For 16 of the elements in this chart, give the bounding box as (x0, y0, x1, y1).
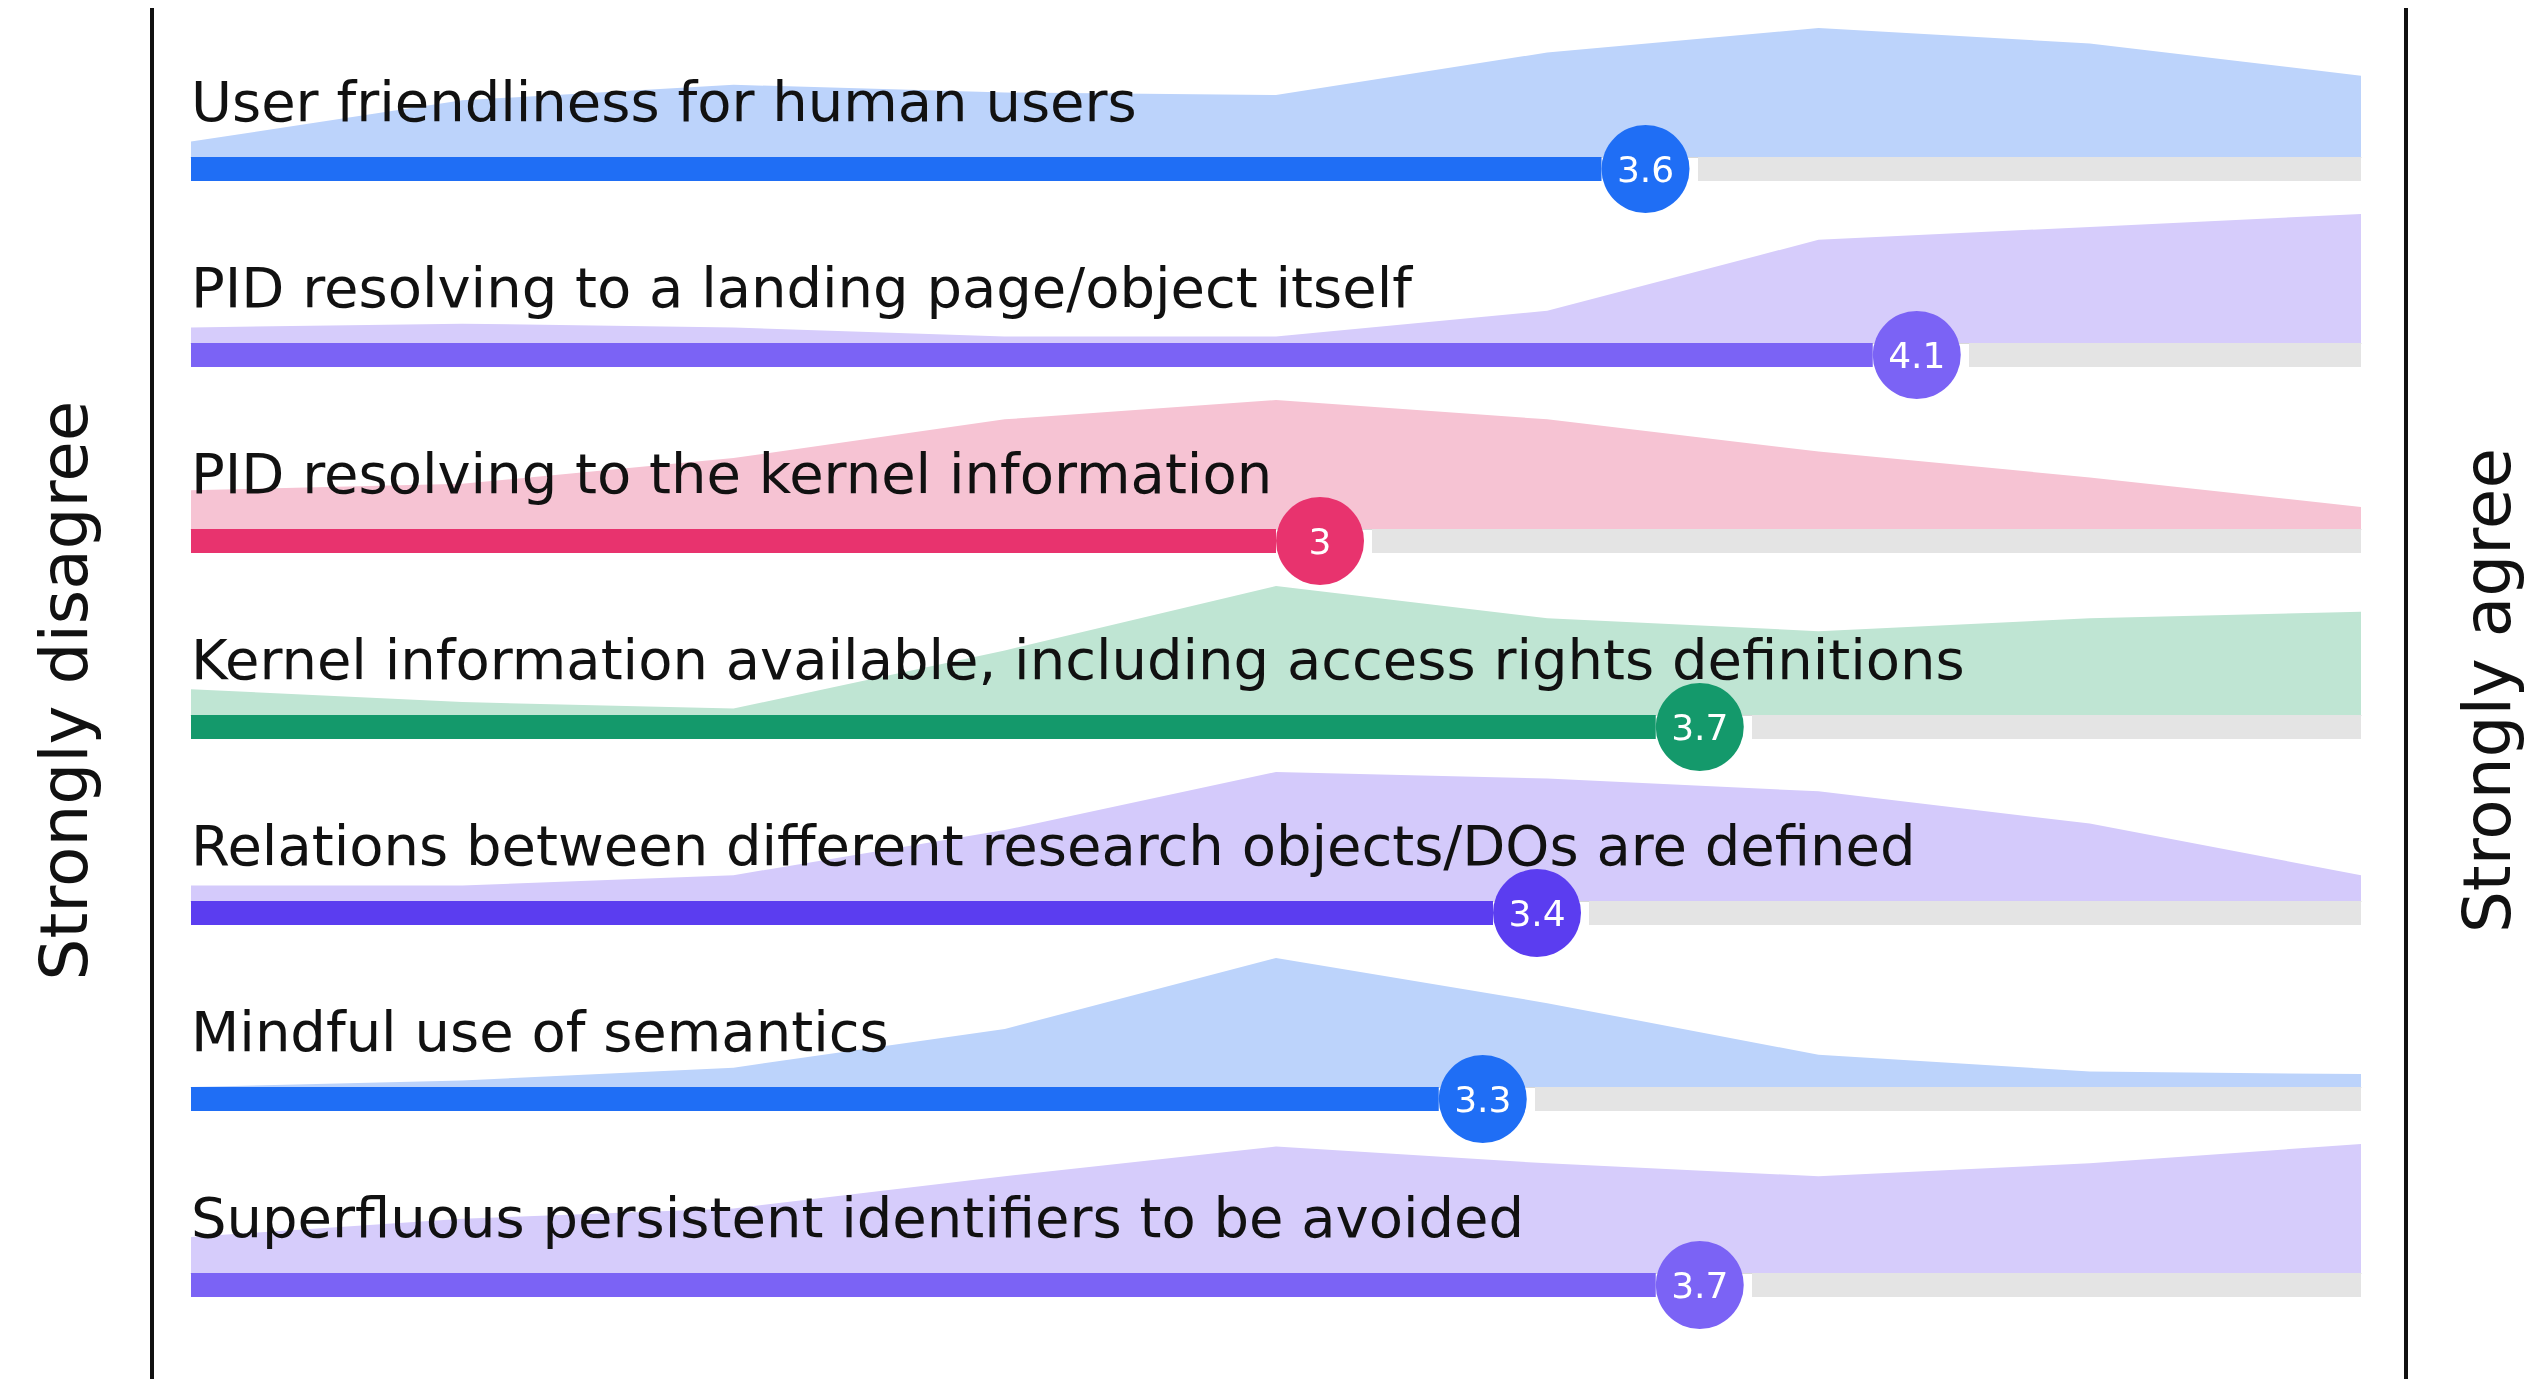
data-label: 3.7 (1671, 706, 1729, 748)
y-tick-label: PID resolving to a landing page/object itself (191, 254, 1414, 320)
data-label: 3.4 (1508, 892, 1566, 934)
y-tick-label: Relations between different research objects/DOs are defined (191, 812, 1916, 878)
y-tick-label: User friendliness for human users (191, 68, 1137, 134)
data-label: 3.6 (1616, 148, 1675, 190)
data-label: 3.3 (1454, 1078, 1512, 1120)
y-tick-label: Kernel information available, including access rights definitions (191, 626, 1965, 692)
text: Strongly disagree (26, 400, 104, 980)
data-label: 4.1 (1888, 334, 1946, 376)
y-tick-label: Superfluous persistent identifiers to be avoided (191, 1184, 1525, 1250)
data-label: 3 (1308, 520, 1332, 562)
y-tick-label: Mindful use of semantics (191, 998, 889, 1064)
y-tick-label: PID resolving to the kernel information (191, 440, 1273, 506)
data-label: 3.7 (1671, 1264, 1729, 1306)
text: Strongly agree (2448, 447, 2526, 933)
